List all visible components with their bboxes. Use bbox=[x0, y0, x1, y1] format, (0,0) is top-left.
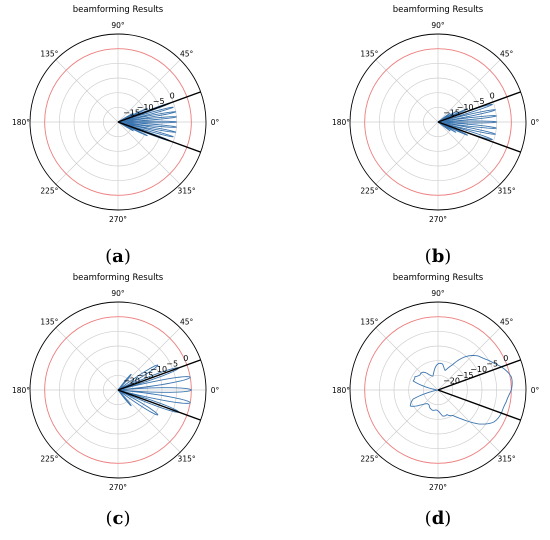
angle-tick-label: 270° bbox=[109, 483, 127, 492]
angle-tick-label: 180° bbox=[12, 118, 30, 127]
radial-grid-circle bbox=[393, 77, 483, 167]
polar-chart-c: beamforming Results 0° 45° 90° 135° 180° 225° 2… bbox=[12, 273, 220, 529]
radial-tick-label: −10 bbox=[150, 365, 167, 374]
reference-circle bbox=[44, 48, 192, 196]
polar-chart-a: beamforming Results 0° 45° 90° 135° 180° 225° 2… bbox=[12, 5, 220, 267]
angle-tick-label: 0° bbox=[211, 386, 220, 395]
radial-tick-label: −5 bbox=[166, 360, 178, 369]
radial-tick-label: −20 bbox=[123, 376, 140, 385]
sector-edge-line bbox=[437, 359, 521, 391]
angle-tick-label: 45° bbox=[500, 317, 514, 326]
angle-tick-label: 225° bbox=[360, 455, 378, 464]
polar-chart-b: beamforming Results 0° 45° 90° 135° 180° 225° 2… bbox=[332, 5, 540, 267]
beam-pattern-series bbox=[117, 364, 192, 416]
radial-grid-circle bbox=[408, 360, 468, 420]
angle-tick-label: 270° bbox=[109, 215, 127, 224]
angle-tick-label: 45° bbox=[500, 49, 514, 58]
radial-tick-label: −10 bbox=[137, 103, 154, 112]
radial-grid-circle bbox=[88, 92, 148, 152]
chart-title: beamforming Results bbox=[393, 5, 484, 15]
panel-label: (b) bbox=[425, 246, 452, 267]
beam-pattern-series bbox=[409, 355, 513, 425]
angle-tick-label: 225° bbox=[360, 187, 378, 196]
radial-grid-circle bbox=[393, 345, 483, 435]
radial-tick-label: −5 bbox=[153, 97, 165, 106]
chart-title: beamforming Results bbox=[393, 273, 484, 283]
radial-grid-circle bbox=[88, 360, 148, 420]
radial-tick-label: −15 bbox=[457, 371, 474, 380]
radial-tick-label: 0 bbox=[183, 354, 188, 363]
panel-label-letter: d bbox=[432, 508, 445, 529]
sector-edge-line bbox=[117, 91, 201, 123]
radial-tick-label: −5 bbox=[473, 97, 485, 106]
angle-tick-label: 180° bbox=[332, 386, 350, 395]
polar-frame bbox=[349, 301, 527, 479]
angle-tick-label: 315° bbox=[498, 187, 516, 196]
angle-tick-label: 90° bbox=[431, 21, 445, 30]
radial-tick-label: −10 bbox=[457, 103, 474, 112]
radial-grid-circle bbox=[422, 374, 454, 406]
angle-tick-label: 0° bbox=[211, 118, 220, 127]
panel-label-letter: c bbox=[113, 508, 124, 529]
angle-tick-label: 315° bbox=[178, 187, 196, 196]
radial-tick-label: −15 bbox=[137, 371, 154, 380]
sector-edge-line bbox=[437, 389, 521, 421]
radial-grid-circle bbox=[102, 374, 134, 406]
angle-tick-label: 45° bbox=[180, 317, 194, 326]
radial-tick-label: −10 bbox=[470, 365, 487, 374]
sector-edge-line bbox=[117, 359, 201, 391]
polar-frame bbox=[29, 301, 207, 479]
angle-tick-label: 180° bbox=[12, 386, 30, 395]
radial-grid-circle bbox=[73, 345, 163, 435]
angle-tick-label: 90° bbox=[431, 289, 445, 298]
panel-label: (c) bbox=[105, 508, 130, 529]
polar-frame bbox=[29, 33, 207, 211]
angle-tick-label: 0° bbox=[531, 118, 540, 127]
radial-grid-circle bbox=[378, 330, 498, 450]
angle-tick-label: 90° bbox=[111, 289, 125, 298]
chart-title: beamforming Results bbox=[73, 5, 164, 15]
radial-tick-label: 0 bbox=[503, 354, 508, 363]
angle-tick-label: 45° bbox=[180, 49, 194, 58]
polar-chart-d: beamforming Results 0° 45° 90° 135° 180° 225° 2… bbox=[332, 273, 540, 529]
panel-label: (d) bbox=[425, 508, 452, 529]
sector-edge-line bbox=[117, 389, 201, 421]
radial-grid-circle bbox=[408, 92, 468, 152]
angle-tick-label: 180° bbox=[332, 118, 350, 127]
radial-tick-label: 0 bbox=[490, 92, 495, 101]
radial-grid-circle bbox=[422, 106, 454, 138]
panel-label-letter: b bbox=[432, 246, 445, 267]
sector-edge-line bbox=[437, 121, 521, 153]
radial-grid-circle bbox=[102, 106, 134, 138]
radial-tick-label: −15 bbox=[123, 108, 140, 117]
sector-edge-line bbox=[437, 91, 521, 123]
angle-tick-label: 90° bbox=[111, 21, 125, 30]
radial-grid-circle bbox=[58, 330, 178, 450]
angle-tick-label: 270° bbox=[429, 483, 447, 492]
angle-tick-label: 135° bbox=[360, 49, 378, 58]
angle-tick-label: 0° bbox=[531, 386, 540, 395]
polar-frame bbox=[349, 33, 527, 211]
radial-tick-label: −5 bbox=[486, 360, 498, 369]
angle-tick-label: 225° bbox=[40, 455, 58, 464]
radial-grid-circle bbox=[73, 77, 163, 167]
sector-edge-line bbox=[117, 121, 201, 153]
reference-circle bbox=[364, 48, 512, 196]
radial-tick-label: 0 bbox=[170, 92, 175, 101]
angle-tick-label: 135° bbox=[360, 317, 378, 326]
panel-label-letter: a bbox=[112, 246, 124, 267]
angle-tick-label: 135° bbox=[40, 317, 58, 326]
angle-tick-label: 315° bbox=[498, 455, 516, 464]
angle-tick-label: 225° bbox=[40, 187, 58, 196]
radial-tick-label: −15 bbox=[443, 108, 460, 117]
angle-tick-label: 270° bbox=[429, 215, 447, 224]
radial-tick-label: −20 bbox=[443, 376, 460, 385]
angle-tick-label: 135° bbox=[40, 49, 58, 58]
panel-label: (a) bbox=[105, 246, 131, 267]
angle-tick-label: 315° bbox=[178, 455, 196, 464]
chart-title: beamforming Results bbox=[73, 273, 164, 283]
